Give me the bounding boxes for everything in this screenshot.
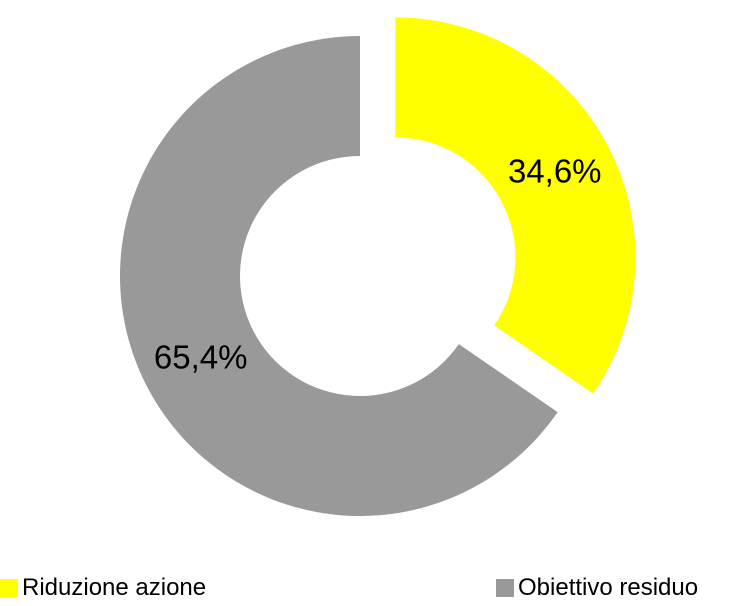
legend-item-obiettivo-residuo: Obiettivo residuo bbox=[496, 574, 698, 602]
legend-label-obiettivo-residuo: Obiettivo residuo bbox=[518, 574, 699, 601]
data-label-riduzione-azione: 34,6% bbox=[508, 152, 602, 189]
donut-slice-riduzione-azione bbox=[395, 17, 636, 394]
legend-label-riduzione-azione: Riduzione azione bbox=[22, 574, 207, 601]
chart-legend: Riduzione azione Obiettivo residuo bbox=[0, 560, 752, 606]
legend-item-riduzione-azione: Riduzione azione bbox=[0, 574, 206, 602]
donut-slice-obiettivo-residuo bbox=[120, 36, 558, 516]
legend-swatch-obiettivo-residuo bbox=[496, 579, 514, 597]
data-label-obiettivo-residuo: 65,4% bbox=[154, 338, 248, 375]
legend-swatch-riduzione-azione bbox=[0, 579, 18, 597]
